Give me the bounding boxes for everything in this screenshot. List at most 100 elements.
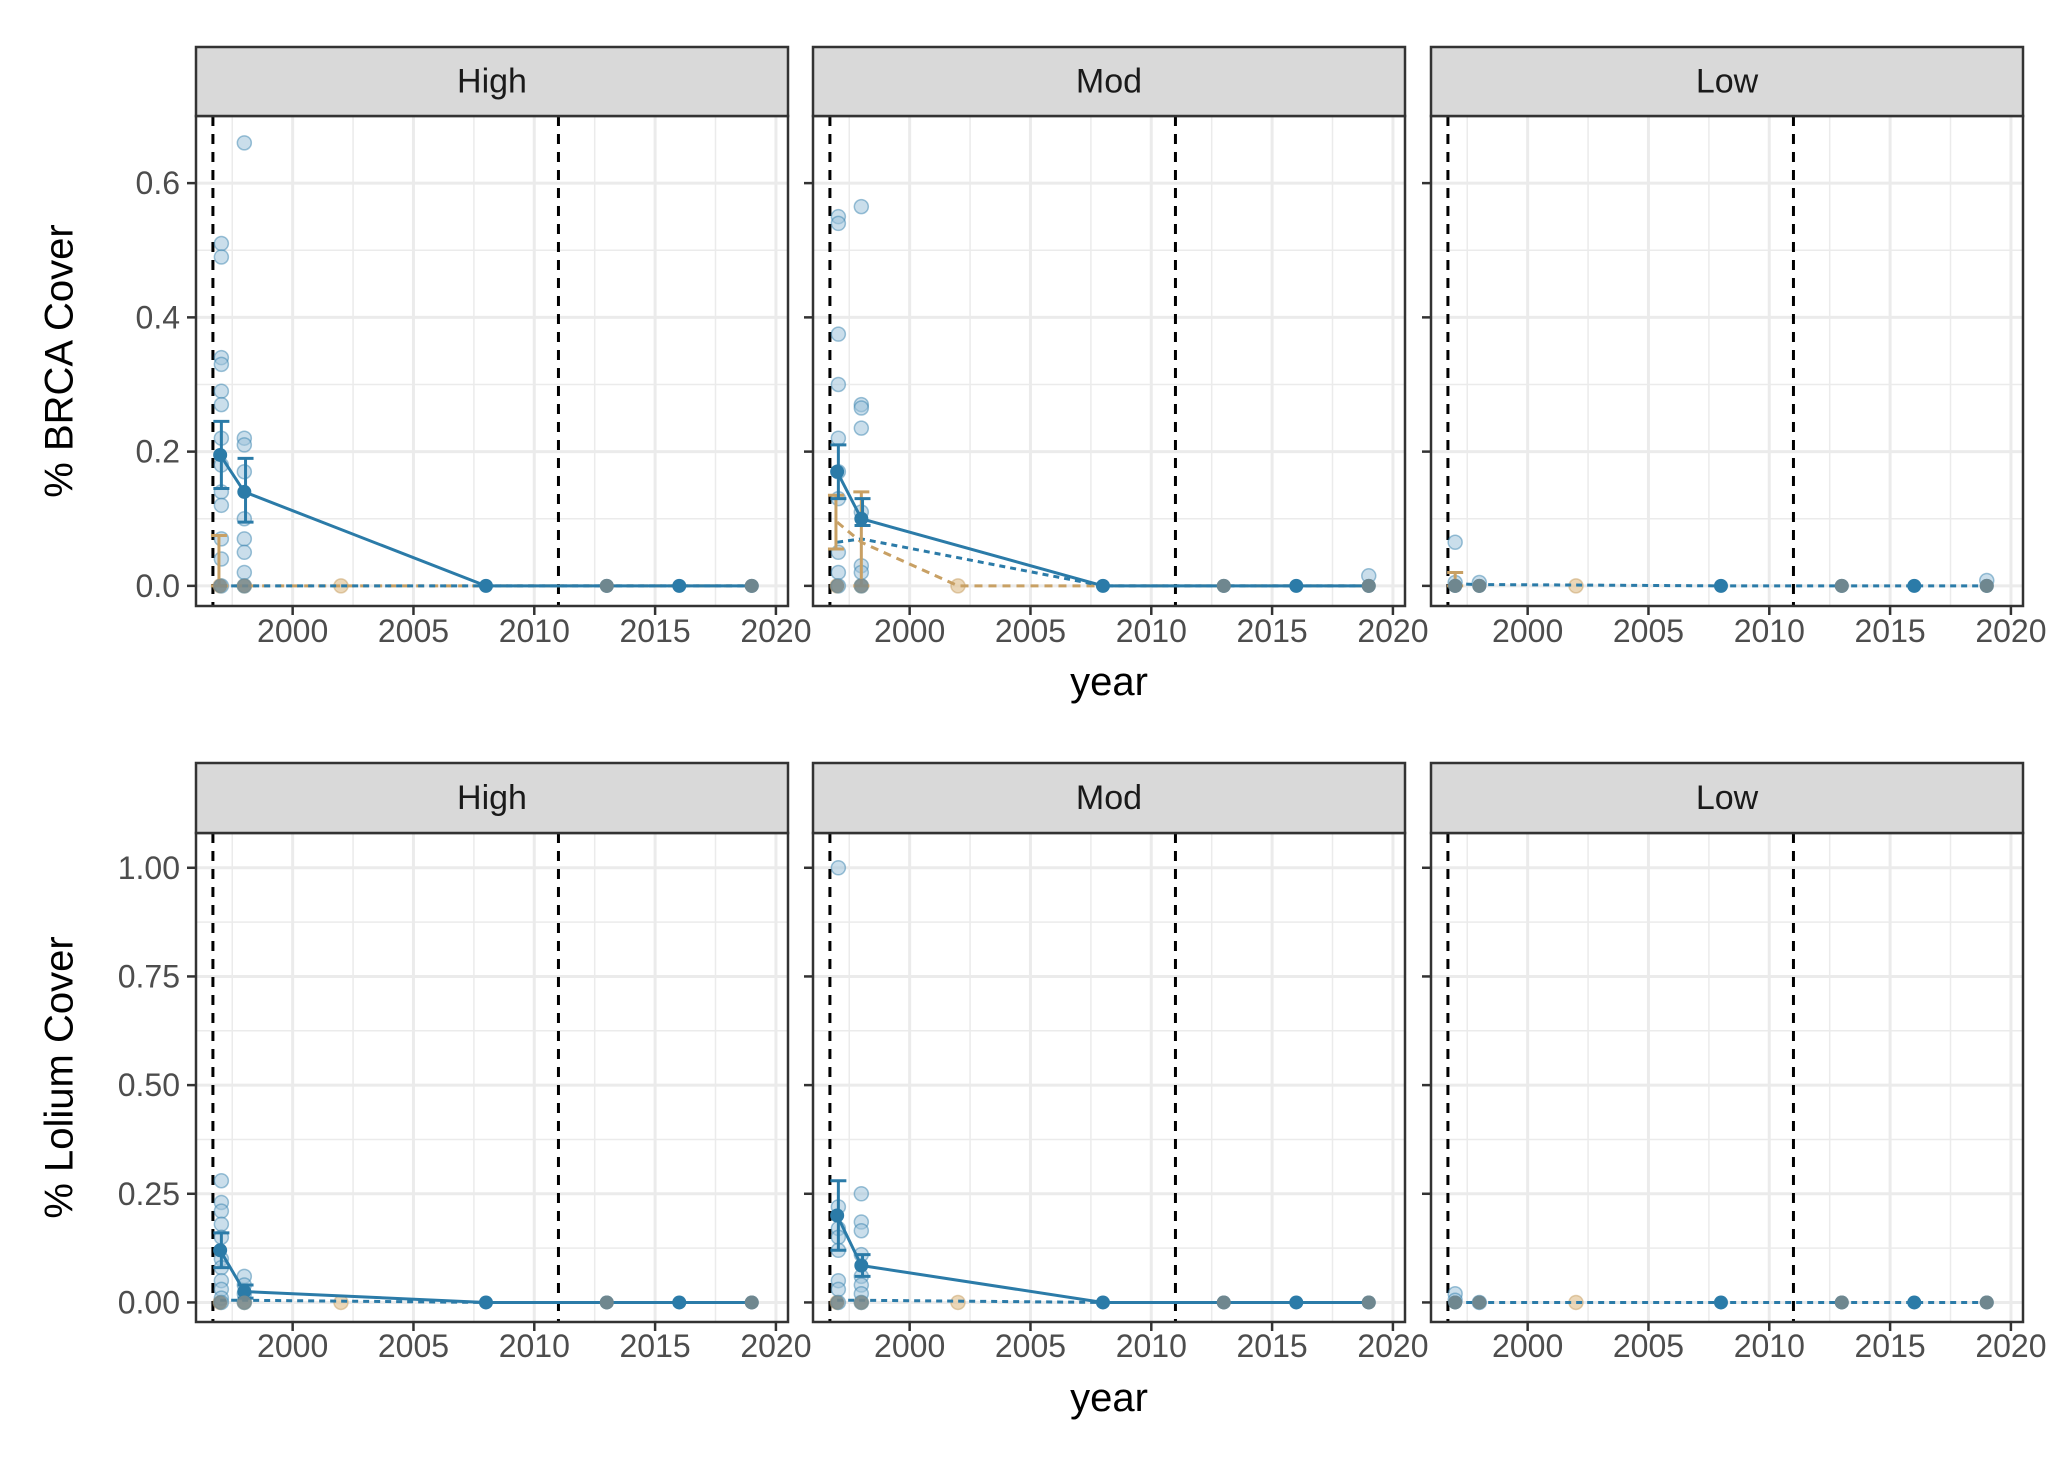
facet-strip [194, 45, 790, 118]
plot-background [196, 833, 788, 1322]
x-tick-label: 2020 [1975, 613, 2046, 649]
mean-points [1448, 578, 1994, 593]
raw-point-blue [213, 249, 230, 265]
x-tick-label: 2000 [257, 613, 328, 649]
raw-point-blue [213, 396, 230, 413]
mean-point-overlap [599, 1295, 614, 1310]
facet-strip [811, 761, 1407, 835]
y-tick-label: 0.00 [118, 1284, 180, 1320]
plot-background [813, 116, 1405, 606]
mean-point-overlap [1361, 1295, 1376, 1310]
x-tick-label: 2010 [1116, 1328, 1187, 1364]
mean-point-blue [1095, 1295, 1110, 1310]
raw-point-blue [853, 198, 870, 215]
plot-background [1431, 833, 2023, 1322]
mean-point-overlap [744, 578, 759, 593]
raw-point-blue [830, 430, 847, 446]
chart-row-0: % BRCA Cover year High 2000 2005 2010 2015 2020… [38, 45, 2047, 704]
mean-point-overlap [1361, 578, 1376, 593]
mean-point-overlap [1448, 578, 1463, 593]
mean-points [1448, 1295, 1994, 1310]
mean-point-overlap [213, 578, 228, 593]
panel-mod: Mod 2000 2005 2010 2015 2020 [804, 761, 1429, 1364]
mean-point-blue [854, 1258, 869, 1273]
mean-point-overlap [237, 578, 252, 593]
y-tick-label: 1.00 [118, 850, 180, 886]
x-tick-label: 2020 [740, 1328, 811, 1364]
x-tick-label: 2005 [378, 1328, 449, 1364]
panel-high: High 2000 2005 2010 2015 2020 0.00 0.25 0.50 0.75… [118, 761, 812, 1364]
mean-point-blue [854, 511, 869, 526]
facet-strip-label: High [457, 63, 527, 101]
raw-point-blue [213, 551, 230, 567]
mean-point-overlap [830, 578, 845, 593]
x-tick-label: 2010 [499, 1328, 570, 1364]
facet-strip [194, 761, 790, 835]
raw-point-blue [213, 497, 230, 514]
mean-point-blue [1713, 578, 1728, 593]
raw-point-blue [236, 437, 253, 453]
facet-strip [1429, 761, 2025, 835]
mean-points [213, 447, 759, 593]
x-tick-label: 2010 [1734, 613, 1805, 649]
mean-point-blue [237, 1284, 252, 1299]
x-tick-label: 2015 [1855, 613, 1926, 649]
raw-point-blue [236, 531, 253, 547]
mean-point-blue [830, 1208, 845, 1223]
raw-point-blue [213, 1203, 230, 1219]
mean-point-blue [1907, 578, 1922, 593]
x-tick-label: 2015 [620, 613, 691, 649]
gridlines [1431, 833, 2023, 1322]
mean-point-overlap [213, 1295, 228, 1310]
x-tick-label: 2015 [620, 1328, 691, 1364]
mean-point-overlap [1448, 1295, 1463, 1310]
panel-low: Low 2000 2005 2010 2015 2020 [1422, 45, 2047, 649]
raw-point-blue [830, 326, 847, 342]
mean-point-blue [1289, 578, 1304, 593]
raw-point-blue [830, 215, 847, 232]
mean-point-overlap [854, 1295, 869, 1310]
facet-strip-label: Mod [1076, 63, 1142, 101]
mean-point-blue [1095, 578, 1110, 593]
y-tick-label: 0.2 [136, 434, 180, 470]
gridlines [813, 833, 1405, 1322]
mean-points [830, 464, 1376, 593]
mean-point-overlap [599, 578, 614, 593]
panel-low: Low 2000 2005 2010 2015 2020 [1422, 761, 2047, 1364]
raw-point-blue [236, 135, 253, 151]
raw-point-blue [830, 564, 847, 581]
mean-point-overlap [854, 578, 869, 593]
y-tick-label: 0.4 [136, 299, 180, 335]
x-tick-label: 2000 [874, 1328, 945, 1364]
raw-point-blue [830, 1281, 847, 1298]
x-tick-label: 2000 [1492, 1328, 1563, 1364]
mean-point-blue [478, 1295, 493, 1310]
y-axis-title: % BRCA Cover [38, 224, 82, 497]
x-tick-label: 2005 [1613, 1328, 1684, 1364]
raw-point-blue [213, 531, 230, 547]
x-tick-label: 2010 [499, 613, 570, 649]
x-tick-label: 2010 [1734, 1328, 1805, 1364]
facet-strip-label: High [457, 779, 527, 817]
raw-point-blue [830, 544, 847, 561]
plot-background [196, 116, 788, 606]
raw-point-blue [213, 383, 230, 399]
x-tick-label: 2005 [995, 613, 1066, 649]
y-tick-label: 0.50 [118, 1067, 180, 1103]
x-tick-label: 2005 [1613, 613, 1684, 649]
raw-point-blue [213, 1172, 230, 1189]
raw-point-blue [853, 400, 870, 416]
mean-points [830, 1208, 1376, 1310]
raw-point-blue [830, 860, 847, 876]
series-line-blue-solid [835, 1214, 1369, 1304]
mean-point-blue [830, 464, 845, 479]
plot-background [1431, 116, 2023, 606]
gridlines [196, 833, 788, 1322]
raw-point-blue [1447, 534, 1463, 550]
plot-background [813, 833, 1405, 1322]
mean-point-overlap [1834, 1295, 1849, 1310]
mean-point-blue [237, 484, 252, 499]
mean-point-overlap [1979, 1295, 1994, 1310]
mean-point-overlap [1834, 578, 1849, 593]
